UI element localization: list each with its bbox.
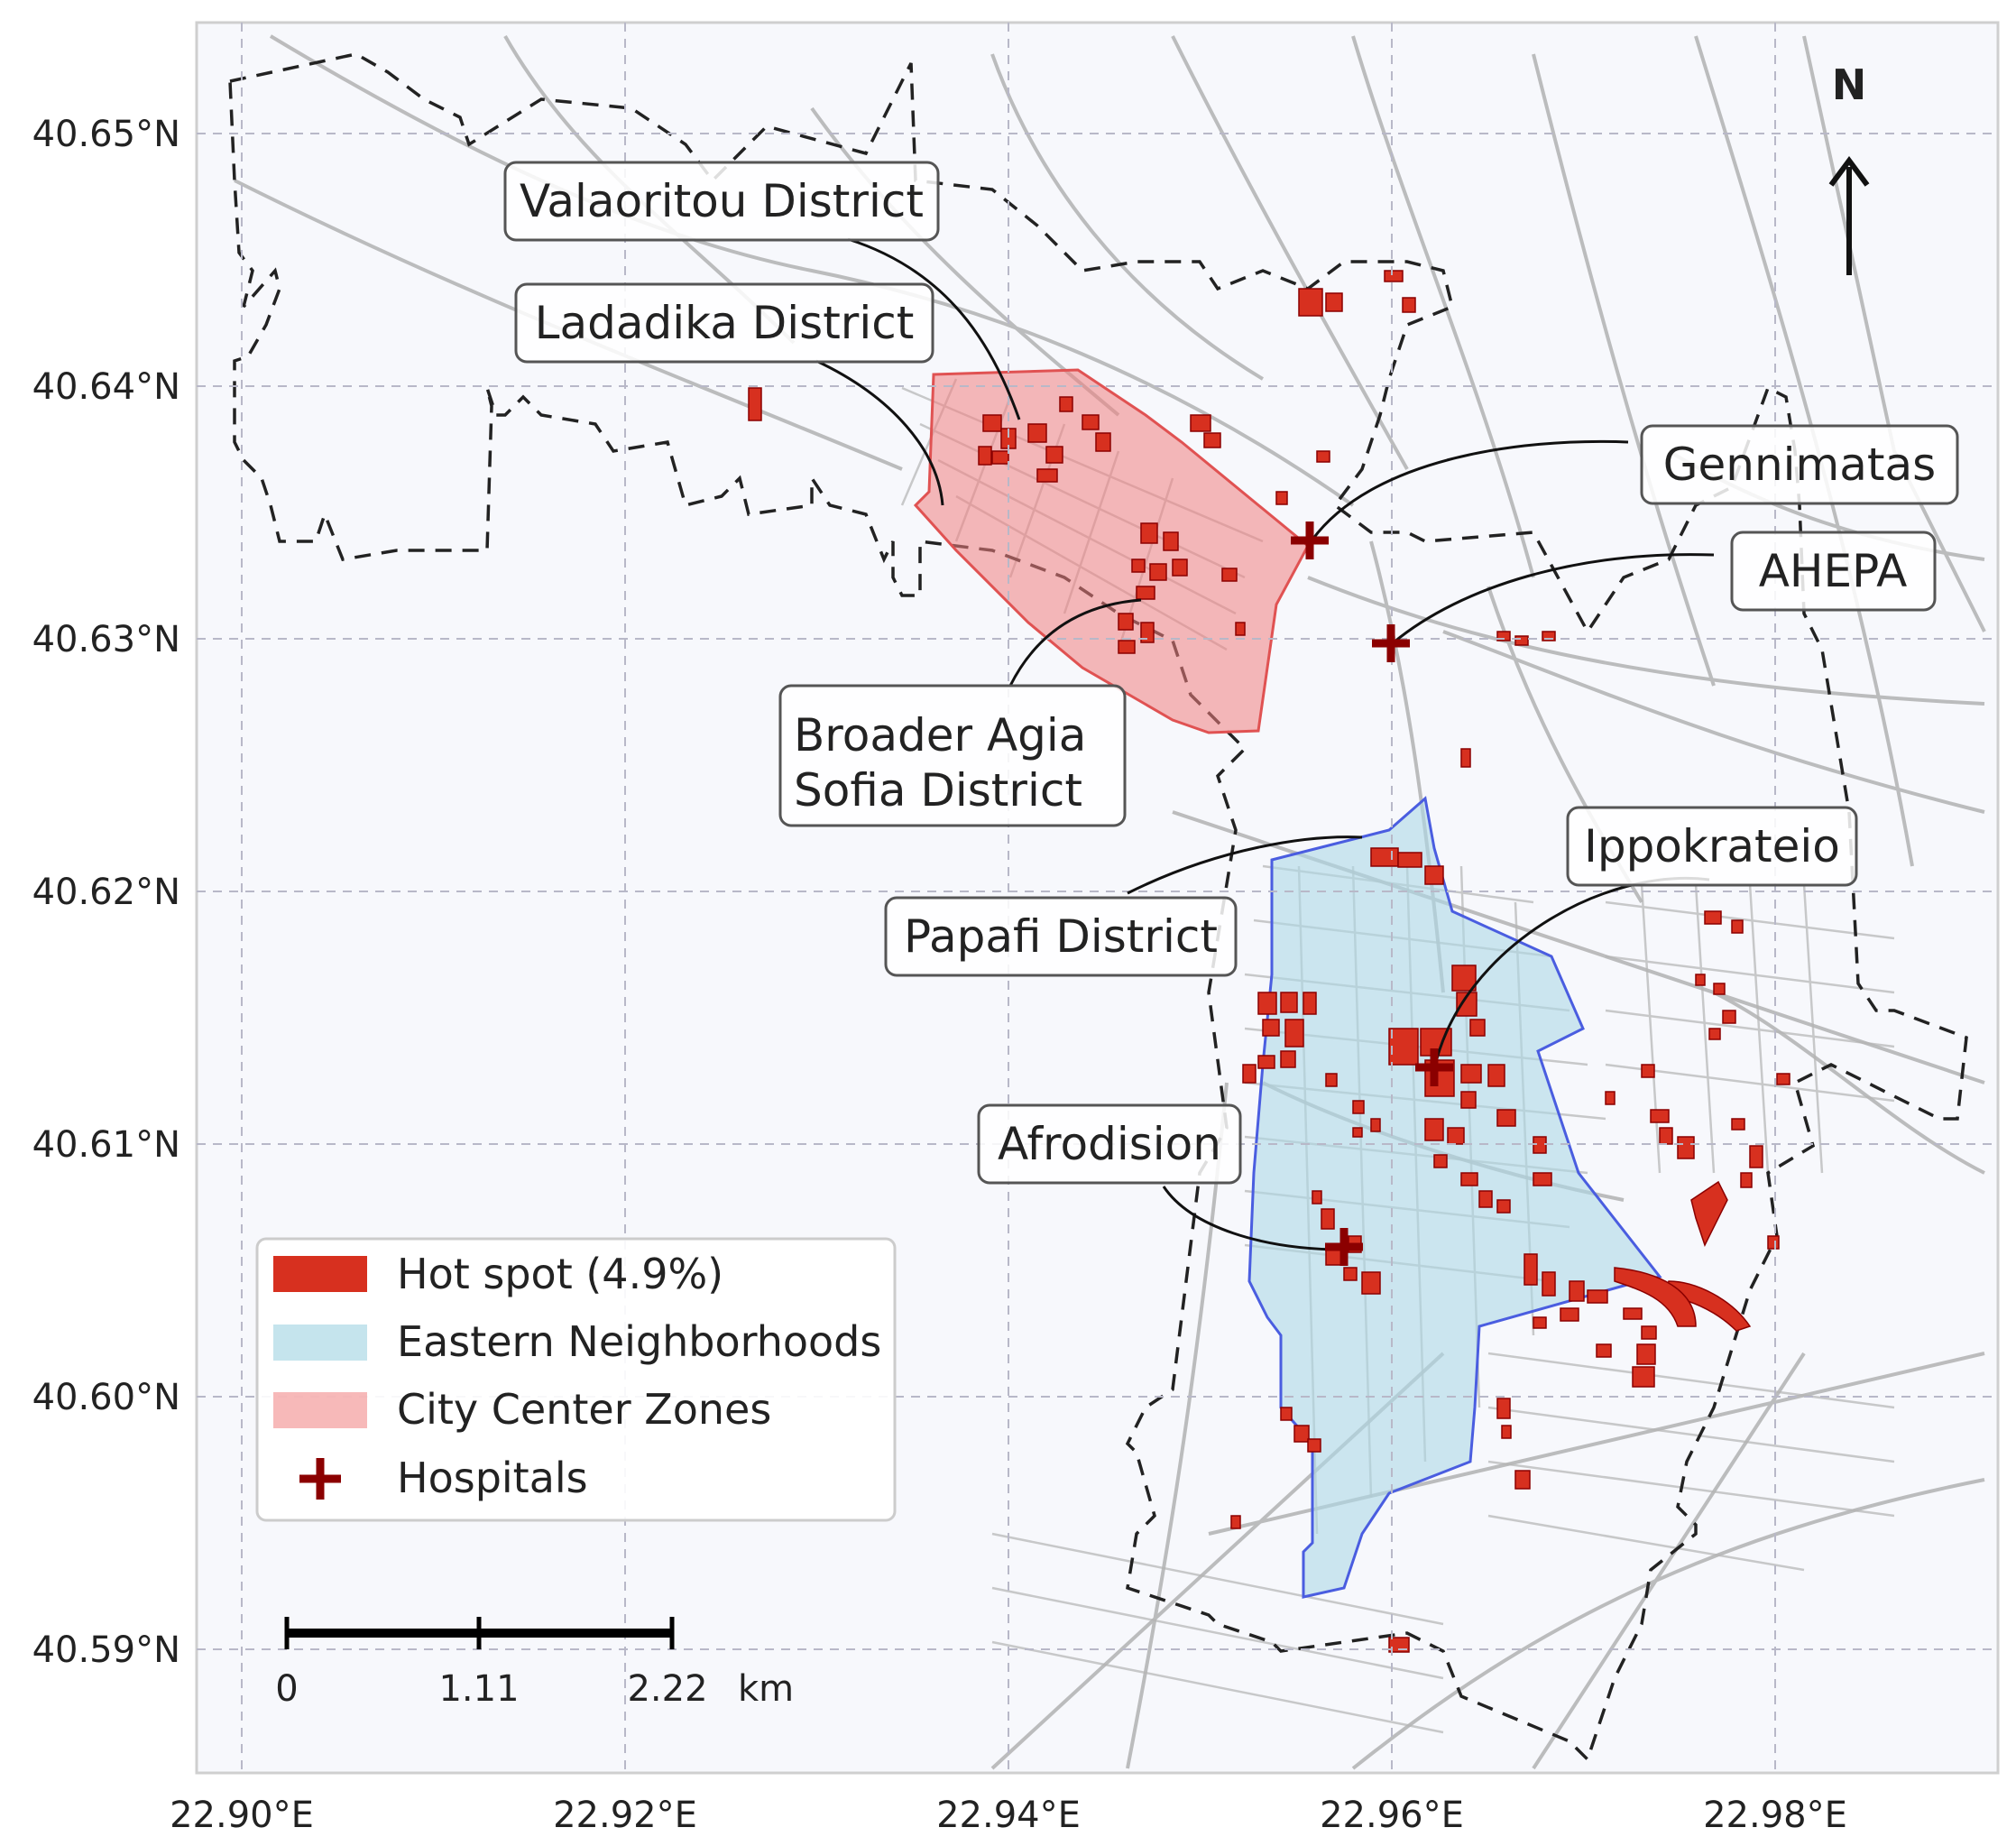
graticule [197, 23, 1998, 1773]
callout-label: Ippokrateio [1584, 820, 1840, 872]
scale-label-unit: km [738, 1668, 794, 1710]
callout-label: Papafi District [904, 910, 1218, 963]
lat-tick-label: 40.64°N [32, 366, 180, 408]
municipality-boundary [228, 52, 1968, 1763]
lon-tick-label: 22.96°E [1320, 1795, 1464, 1836]
callout-agia-sofia: Broader Agia Sofia District [778, 684, 1127, 827]
lat-tick-label: 40.65°N [32, 114, 180, 155]
callout-label: Broader Agia [794, 709, 1086, 761]
legend-swatch-city-center [273, 1392, 367, 1428]
callout-ahepa: AHEPA [1730, 531, 1937, 612]
scale-bar: 0 1.11 2.22 km [275, 1617, 794, 1710]
lat-tick-labels: 40.65°N 40.64°N 40.63°N 40.62°N 40.61°N … [32, 114, 180, 1671]
callout-label: Ladadika District [535, 297, 915, 349]
north-label: N [1832, 60, 1867, 109]
callout-papafi: Papafi District [884, 896, 1238, 977]
callout-valaoritou: Valaoritou District [503, 161, 940, 242]
hospital-markers [1291, 521, 1453, 1266]
hospital-marker-ahepa [1372, 624, 1410, 662]
callout-ippokrateio: Ippokrateio [1566, 806, 1858, 887]
callout-label: AHEPA [1759, 545, 1908, 597]
lon-tick-labels: 22.90°E 22.92°E 22.94°E 22.96°E 22.98°E [170, 1795, 1847, 1836]
lon-tick-label: 22.98°E [1703, 1795, 1847, 1836]
lat-tick-label: 40.61°N [32, 1124, 180, 1166]
callout-label: Sofia District [794, 764, 1082, 817]
legend-label-city-center: City Center Zones [397, 1385, 771, 1434]
lon-tick-label: 22.92°E [553, 1795, 697, 1836]
scale-label-end: 2.22 [627, 1668, 707, 1710]
callout-afrodision: Afrodision [977, 1103, 1242, 1185]
scale-label-mid: 1.11 [438, 1668, 519, 1710]
scale-label-zero: 0 [275, 1668, 298, 1710]
legend-label-hospitals: Hospitals [397, 1454, 588, 1502]
hospital-marker-ippokrateio [1415, 1048, 1453, 1086]
legend-swatch-hot-spot [273, 1256, 367, 1292]
legend-label-hot-spot: Hot spot (4.9%) [397, 1250, 723, 1298]
north-arrow: N [1828, 60, 1870, 275]
street-network [234, 34, 1986, 1770]
city-center-zone [913, 368, 1310, 734]
hospital-marker-gennimatas [1291, 521, 1329, 559]
callout-label: Gennimatas [1663, 438, 1936, 491]
legend: Hot spot (4.9%) Eastern Neighborhoods Ci… [255, 1237, 897, 1522]
callout-label: Valaoritou District [520, 175, 924, 227]
lon-tick-label: 22.94°E [936, 1795, 1081, 1836]
legend-label-eastern: Eastern Neighborhoods [397, 1317, 881, 1366]
hospital-icon [299, 1458, 341, 1500]
lon-tick-label: 22.90°E [170, 1795, 314, 1836]
lat-tick-label: 40.60°N [32, 1377, 180, 1418]
callout-ladadika: Ladadika District [514, 282, 934, 364]
hospital-marker-afrodision [1325, 1228, 1363, 1266]
hot-spot-cells [748, 270, 1790, 1653]
callout-gennimatas: Gennimatas [1640, 424, 1959, 505]
lat-tick-label: 40.59°N [32, 1629, 180, 1671]
lat-tick-label: 40.63°N [32, 619, 180, 660]
callout-label: Afrodision [998, 1118, 1221, 1170]
lat-tick-label: 40.62°N [32, 872, 180, 913]
legend-swatch-eastern [273, 1325, 367, 1361]
